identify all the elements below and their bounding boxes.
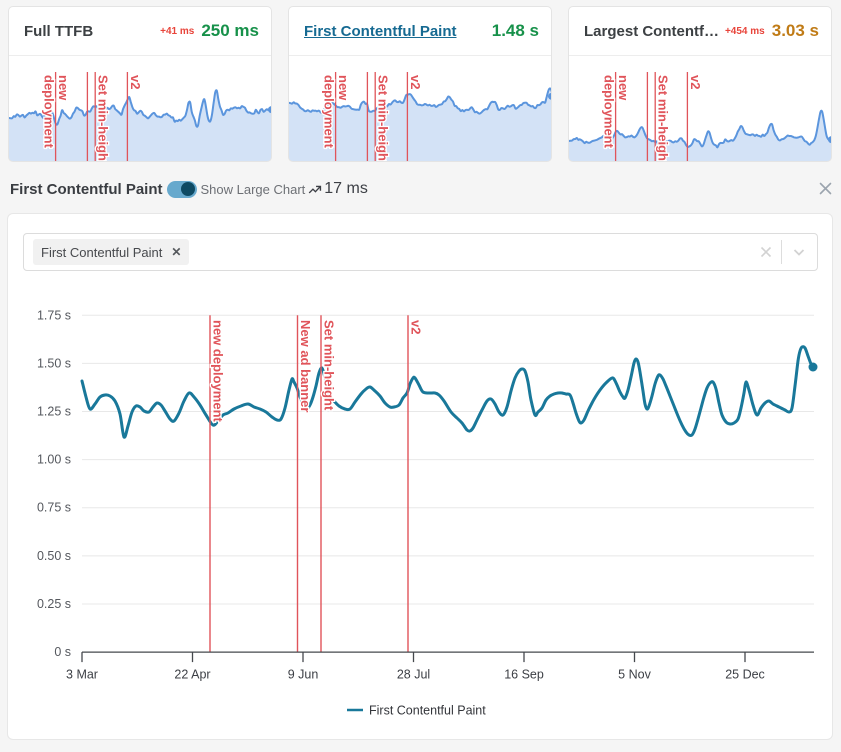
svg-text:new: new — [336, 75, 351, 101]
svg-text:28 Jul: 28 Jul — [397, 668, 430, 682]
svg-text:First Contentful Paint: First Contentful Paint — [369, 704, 486, 718]
svg-text:9 Jun: 9 Jun — [288, 668, 319, 682]
svg-text:Set min-height: Set min-height — [376, 75, 391, 162]
svg-text:0.75 s: 0.75 s — [37, 501, 71, 515]
svg-text:22 Apr: 22 Apr — [174, 668, 210, 682]
svg-text:0.25 s: 0.25 s — [37, 597, 71, 611]
svg-text:Set min-height: Set min-height — [322, 320, 337, 411]
svg-text:0.50 s: 0.50 s — [37, 549, 71, 563]
svg-text:1.50 s: 1.50 s — [37, 356, 71, 370]
svg-text:1.00 s: 1.00 s — [37, 453, 71, 467]
svg-text:new: new — [56, 75, 71, 101]
svg-text:v2: v2 — [409, 320, 424, 334]
svg-text:v2: v2 — [688, 75, 703, 89]
svg-text:deployment: deployment — [601, 75, 616, 149]
svg-text:deployment: deployment — [41, 75, 56, 149]
svg-text:v2: v2 — [408, 75, 423, 89]
svg-text:1.75 s: 1.75 s — [37, 308, 71, 322]
svg-text:1.25 s: 1.25 s — [37, 405, 71, 419]
svg-text:deployment: deployment — [321, 75, 336, 149]
svg-text:16 Sep: 16 Sep — [504, 668, 544, 682]
svg-text:Set min-height: Set min-height — [656, 75, 671, 162]
svg-text:25 Dec: 25 Dec — [725, 668, 765, 682]
svg-text:new: new — [616, 75, 631, 101]
svg-text:new deployment: new deployment — [211, 320, 226, 423]
svg-text:0 s: 0 s — [54, 645, 71, 659]
svg-text:New ad banner: New ad banner — [298, 320, 313, 412]
svg-text:v2: v2 — [128, 75, 143, 89]
svg-text:Set min-height: Set min-height — [96, 75, 111, 162]
svg-text:5 Nov: 5 Nov — [618, 668, 651, 682]
svg-text:3 Mar: 3 Mar — [66, 668, 98, 682]
